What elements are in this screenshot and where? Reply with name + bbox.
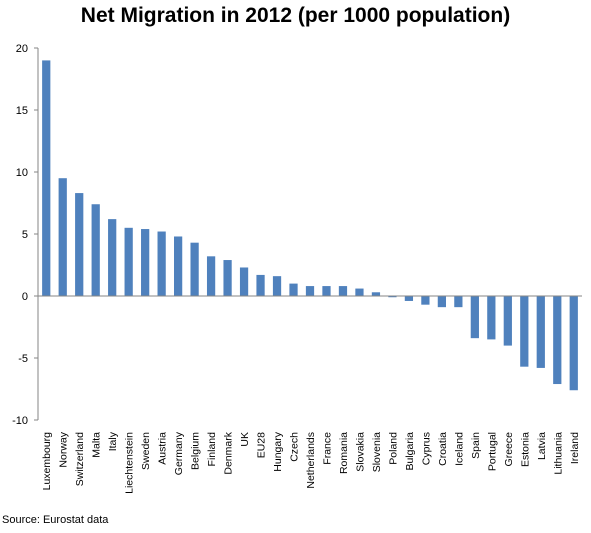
bar-denmark [223, 260, 232, 296]
bar-spain [470, 296, 479, 339]
bar-romania [338, 286, 348, 296]
x-category-label: Liechtenstein [124, 432, 136, 494]
x-category-label: Bulgaria [404, 432, 416, 471]
bar-finland [206, 256, 216, 296]
bar-portugal [487, 296, 496, 340]
bar-slovakia [355, 288, 364, 296]
bar-luxembourg [42, 60, 51, 297]
x-category-label: Austria [157, 432, 169, 465]
x-category-label: Ireland [569, 432, 581, 464]
x-category-label: Greece [503, 432, 515, 467]
y-axis: -10 -5 0 5 10 15 20 [12, 43, 39, 427]
x-category-label: UK [239, 432, 251, 447]
bar-estonia [520, 296, 529, 367]
x-category-label: Iceland [453, 432, 465, 466]
x-category-label: Lithuania [552, 432, 564, 475]
x-category-label: Denmark [223, 431, 235, 474]
y-tick-label: -5 [18, 353, 28, 365]
x-category-label: Portugal [486, 432, 498, 471]
bar-czech [289, 283, 298, 296]
bar-ireland [569, 296, 578, 391]
y-tick-label: -10 [12, 415, 28, 427]
bar-iceland [454, 296, 463, 308]
x-category-label: Latvia [536, 432, 548, 460]
source-note: Source: Eurostat data [2, 514, 109, 526]
bar-switzerland [75, 193, 84, 296]
x-category-label: Estonia [519, 432, 531, 467]
bar-belgium [190, 242, 199, 296]
bar-slovenia [371, 292, 381, 296]
x-category-label: Luxembourg [41, 432, 53, 491]
x-category-label: Cyprus [420, 432, 432, 465]
x-category-label: Italy [107, 431, 119, 451]
bar-lithuania [553, 296, 562, 385]
y-tick-label: 0 [22, 291, 28, 303]
x-category-label: Slovenia [371, 432, 383, 472]
x-category-label: Norway [58, 431, 70, 467]
category-labels: Luxembourg Norway Switzerland Malta Italy Lie… [41, 431, 581, 494]
x-category-label: Czech [289, 432, 301, 462]
x-category-label: Croatia [437, 432, 449, 466]
bar-hungary [272, 276, 282, 296]
bar-italy [108, 219, 117, 296]
x-category-label: Romania [338, 432, 350, 474]
bar-bulgaria [404, 296, 414, 301]
x-category-label: France [321, 432, 333, 465]
bar-poland [388, 296, 397, 298]
bar-croatia [437, 296, 446, 308]
y-tick-label: 15 [16, 105, 28, 117]
bar-cyprus [421, 296, 430, 305]
bars [42, 60, 578, 391]
y-tick-label: 5 [22, 229, 28, 241]
x-category-label: Switzerland [74, 432, 86, 486]
bar-austria [157, 231, 166, 296]
bar-greece [503, 296, 512, 346]
bar-norway [58, 178, 67, 296]
x-category-label: Netherlands [305, 432, 317, 489]
bar-sweden [141, 229, 150, 296]
chart-title: Net Migration in 2012 (per 1000 populati… [80, 4, 511, 27]
x-category-label: Hungary [272, 431, 284, 471]
bar-france [322, 286, 331, 296]
x-category-label: Slovakia [354, 432, 366, 472]
x-category-label: Poland [387, 432, 399, 465]
bar-liechtenstein [124, 227, 133, 296]
bar-eu28 [256, 274, 265, 296]
x-category-label: Spain [470, 432, 482, 459]
bar-uk [239, 267, 249, 296]
y-tick-label: 20 [16, 43, 28, 55]
bar-netherlands [305, 286, 315, 296]
x-category-label: Germany [173, 431, 185, 475]
x-category-label: Sweden [140, 432, 152, 470]
bar-malta [91, 204, 100, 296]
bar-germany [174, 236, 183, 296]
x-category-label: Malta [91, 432, 103, 458]
x-category-label: Finland [206, 432, 218, 467]
bar-latvia [536, 296, 545, 368]
x-category-label: EU28 [256, 432, 268, 458]
x-category-label: Belgium [190, 432, 202, 470]
y-tick-label: 10 [16, 167, 28, 179]
